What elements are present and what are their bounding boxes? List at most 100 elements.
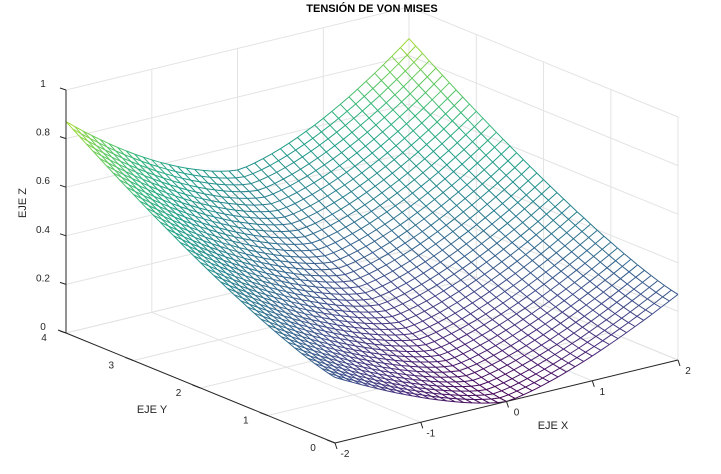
mesh-segment — [367, 338, 375, 345]
mesh-segment — [387, 297, 397, 303]
mesh-segment — [372, 252, 380, 260]
mesh-segment — [500, 308, 510, 315]
mesh-segment — [310, 319, 319, 326]
mesh-segment — [227, 287, 237, 293]
mesh-segment — [478, 349, 488, 356]
mesh-segment — [190, 204, 199, 209]
mesh-segment — [380, 370, 390, 373]
mesh-segment — [285, 291, 294, 299]
mesh-segment — [400, 38, 410, 48]
mesh-segment — [123, 154, 132, 162]
mesh-segment — [286, 291, 295, 295]
mesh-segment — [347, 152, 358, 160]
mesh-segment — [533, 301, 541, 308]
mesh-segment — [213, 216, 223, 220]
mesh-segment — [516, 313, 524, 320]
mesh-segment — [426, 295, 436, 302]
mesh-segment — [527, 172, 538, 182]
mesh-segment — [248, 288, 257, 293]
mesh-segment — [396, 79, 404, 87]
mesh-segment — [655, 291, 663, 298]
mesh-segment — [172, 219, 182, 225]
mesh-segment — [616, 295, 626, 303]
mesh-segment — [441, 296, 451, 303]
mesh-segment — [532, 344, 542, 351]
mesh-segment — [441, 393, 449, 399]
mesh-segment — [270, 303, 279, 308]
mesh-segment — [306, 222, 316, 228]
mesh-segment — [426, 388, 435, 391]
mesh-segment — [200, 243, 209, 251]
mesh-segment — [298, 284, 306, 292]
mesh-segment — [462, 267, 470, 275]
mesh-segment — [440, 90, 448, 99]
mesh-segment — [601, 241, 612, 250]
mesh-segment — [261, 165, 271, 171]
mesh-segment — [338, 373, 346, 379]
mesh-segment — [103, 152, 113, 158]
mesh-segment — [514, 159, 524, 168]
mesh-segment — [333, 309, 343, 312]
mesh-segment — [237, 226, 246, 235]
mesh-segment — [257, 270, 267, 274]
mesh-segment — [198, 229, 207, 234]
mesh-segment — [183, 236, 193, 241]
mesh-segment — [184, 172, 193, 176]
mesh-segment — [552, 270, 562, 279]
mesh-segment — [609, 296, 618, 303]
mesh-segment — [289, 229, 299, 232]
mesh-segment — [183, 198, 191, 206]
mesh-segment — [349, 356, 357, 363]
mesh-segment — [466, 334, 474, 341]
mesh-segment — [494, 138, 504, 148]
mesh-segment — [259, 241, 269, 244]
mesh-segment — [364, 198, 374, 206]
mesh-segment — [294, 203, 303, 211]
mesh-segment — [527, 241, 535, 249]
mesh-segment — [265, 294, 273, 301]
mesh-segment — [259, 176, 269, 181]
mesh-segment — [240, 242, 250, 246]
mesh-segment — [419, 289, 429, 296]
mesh-segment — [541, 295, 550, 302]
mesh-segment — [214, 189, 222, 198]
mesh-segment — [407, 172, 415, 181]
mesh-segment — [207, 182, 216, 191]
mesh-segment — [306, 175, 315, 184]
mesh-segment — [536, 278, 545, 285]
mesh-segment — [96, 145, 106, 151]
mesh-segment — [331, 213, 340, 222]
mesh-segment — [403, 334, 411, 341]
mesh-segment — [315, 170, 323, 178]
mesh-segment — [447, 89, 457, 99]
mesh-segment — [289, 282, 298, 290]
mesh-segment — [452, 362, 462, 367]
mesh-segment — [607, 308, 616, 315]
mesh-segment — [442, 243, 452, 251]
mesh-segment — [184, 216, 192, 224]
mesh-segment — [325, 363, 334, 367]
mesh-segment — [275, 293, 283, 300]
x-tick-mark — [420, 422, 424, 429]
mesh-segment — [532, 201, 541, 209]
mesh-segment — [389, 63, 399, 73]
mesh-segment — [472, 376, 482, 381]
mesh-segment — [353, 117, 361, 126]
mesh-segment — [428, 237, 437, 245]
mesh-segment — [388, 138, 397, 147]
mesh-segment — [573, 332, 581, 339]
mesh-segment — [377, 217, 386, 225]
y-tick-label: 4 — [41, 333, 47, 344]
mesh-segment — [575, 321, 583, 328]
mesh-segment — [299, 216, 309, 221]
mesh-segment — [369, 371, 379, 375]
mesh-segment — [259, 303, 269, 308]
mesh-segment — [295, 311, 305, 315]
mesh-segment — [461, 313, 471, 320]
mesh-segment — [270, 203, 279, 211]
mesh-segment — [354, 221, 362, 229]
mesh-segment — [199, 181, 209, 184]
mesh-segment — [192, 239, 202, 245]
mesh-segment — [590, 314, 600, 322]
mesh-segment — [197, 229, 206, 238]
